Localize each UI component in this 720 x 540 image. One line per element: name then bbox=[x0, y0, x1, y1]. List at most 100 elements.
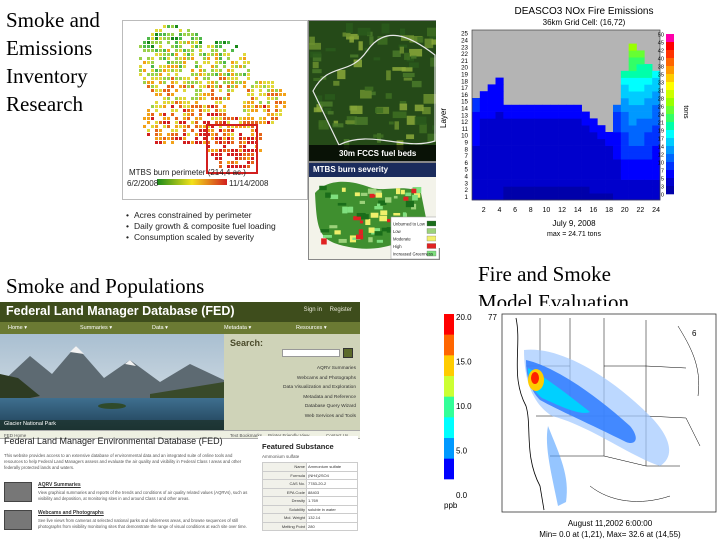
fire-pixel bbox=[215, 105, 218, 108]
heatmap-cell bbox=[589, 132, 598, 140]
nav-metadata[interactable]: Metadata bbox=[216, 322, 288, 334]
heatmap-cell bbox=[589, 172, 598, 180]
fire-pixel bbox=[155, 133, 158, 136]
search-button[interactable] bbox=[343, 348, 353, 358]
fire-pixel bbox=[203, 121, 206, 124]
fire-pixel bbox=[175, 117, 178, 120]
colorbar-tick-label: 38 bbox=[658, 64, 664, 70]
toolbar-home[interactable]: FED Home bbox=[4, 433, 27, 438]
side-link-web-services[interactable]: Web Services and Tools bbox=[304, 413, 356, 419]
fire-pixel bbox=[211, 137, 214, 140]
side-link-visualization[interactable]: Data Visualization and Exploration bbox=[283, 385, 356, 391]
fire-pixel bbox=[155, 33, 158, 36]
end-date: 11/14/2008 bbox=[229, 179, 269, 188]
fire-pixel bbox=[219, 57, 222, 60]
fire-pixel bbox=[171, 105, 174, 108]
heatmap-cell bbox=[534, 172, 543, 180]
heatmap-cell bbox=[636, 98, 645, 106]
fire-pixel bbox=[147, 73, 150, 76]
nav-data[interactable]: Data bbox=[144, 322, 216, 334]
side-link-webcams[interactable]: Webcams and Photographs bbox=[296, 375, 356, 381]
fire-pixel bbox=[163, 97, 166, 100]
heatmap-cell bbox=[558, 159, 567, 167]
fire-pixel bbox=[227, 133, 230, 136]
fire-pixel bbox=[147, 109, 150, 112]
heatmap-cell bbox=[526, 111, 535, 119]
fire-pixel bbox=[219, 41, 222, 44]
heatmap-cell bbox=[581, 111, 590, 119]
heatmap-cell bbox=[636, 64, 645, 72]
fed-account-links: Sign in Register bbox=[298, 307, 352, 313]
register-link[interactable]: Register bbox=[329, 307, 352, 313]
fire-pixel bbox=[155, 125, 158, 128]
heatmap-cell bbox=[503, 125, 512, 133]
fuelbed-patch bbox=[385, 93, 392, 99]
fire-pixel bbox=[211, 93, 214, 96]
fire-pixel bbox=[171, 53, 174, 56]
severity-patch bbox=[369, 194, 376, 197]
webcam-thumbnail[interactable] bbox=[4, 510, 32, 530]
fire-pixel bbox=[179, 61, 182, 64]
severity-patch bbox=[405, 192, 412, 197]
heatmap-cell bbox=[503, 152, 512, 160]
webcam-link[interactable]: Webcams and Photographs bbox=[38, 510, 104, 516]
y-tick-label: 15 bbox=[461, 99, 468, 106]
toolbar-contact[interactable]: Contact Us bbox=[326, 433, 348, 438]
colorbar-segment bbox=[444, 458, 454, 480]
fuelbed-patch bbox=[315, 95, 323, 104]
toolbar-bookmarks[interactable]: Text Bookmarks bbox=[230, 433, 263, 438]
fire-pixel bbox=[207, 133, 210, 136]
fed-site-title[interactable]: Federal Land Manager Database (FED) bbox=[6, 304, 235, 318]
fire-pixel bbox=[215, 101, 218, 104]
fire-pixel bbox=[207, 149, 210, 152]
fire-pixel bbox=[239, 153, 242, 156]
colorbar-segment bbox=[666, 162, 674, 171]
heatmap-cell bbox=[589, 193, 598, 201]
fire-pixel bbox=[175, 61, 178, 64]
fuelbed-patch bbox=[313, 107, 322, 113]
nav-resources[interactable]: Resources bbox=[288, 322, 360, 334]
fire-pixel bbox=[203, 57, 206, 60]
fuelbed-patch bbox=[332, 123, 344, 128]
sign-in-link[interactable]: Sign in bbox=[303, 307, 322, 313]
fire-pixel bbox=[199, 105, 202, 108]
aqrv-thumbnail[interactable] bbox=[4, 482, 32, 502]
nav-home[interactable]: Home bbox=[0, 322, 72, 334]
fire-pixel bbox=[155, 49, 158, 52]
heatmap-cell bbox=[628, 64, 637, 72]
side-link-metadata[interactable]: Metadata and Reference bbox=[303, 394, 356, 400]
fire-pixel bbox=[235, 65, 238, 68]
side-link-aqrv[interactable]: AQRV Summaries bbox=[316, 366, 356, 371]
heatmap-cell bbox=[628, 84, 637, 92]
corner-label-left: 77 bbox=[488, 313, 497, 322]
fire-pixel bbox=[151, 73, 154, 76]
fire-pixel bbox=[163, 53, 166, 56]
fire-pixel bbox=[163, 121, 166, 124]
fire-pixel bbox=[243, 153, 246, 156]
fire-pixel bbox=[227, 93, 230, 96]
fire-pixel bbox=[215, 53, 218, 56]
heatmap-cell bbox=[644, 98, 653, 106]
y-tick-label: 12 bbox=[461, 119, 468, 126]
fire-pixel bbox=[159, 65, 162, 68]
nav-summaries[interactable]: Summaries bbox=[72, 322, 144, 334]
side-link-query-wizard[interactable]: Database Query Wizard bbox=[304, 404, 356, 410]
fire-pixel bbox=[243, 105, 246, 108]
colorbar-tick-label: 40 bbox=[658, 56, 664, 62]
y-tick-label: 6 bbox=[465, 160, 469, 167]
fire-pixel bbox=[235, 157, 238, 160]
fuelbed-patch bbox=[324, 108, 332, 114]
aqrv-link[interactable]: AQRV Summaries bbox=[38, 482, 81, 488]
heatmap-cell bbox=[620, 104, 629, 112]
heatmap-cell bbox=[620, 118, 629, 126]
fire-pixel bbox=[219, 77, 222, 80]
severity-patch bbox=[347, 206, 354, 213]
toolbar-printer[interactable]: Printer Friendly View bbox=[268, 433, 309, 438]
heatmap-cell bbox=[613, 172, 622, 180]
colorbar-tick-label: 17 bbox=[658, 136, 664, 142]
table-row: Melting Point 280 bbox=[262, 521, 358, 531]
row-value: Ammonium sulfate bbox=[306, 462, 358, 472]
search-input[interactable] bbox=[282, 349, 340, 357]
fuelbed-patch bbox=[388, 121, 394, 125]
severity-patch bbox=[412, 194, 418, 201]
